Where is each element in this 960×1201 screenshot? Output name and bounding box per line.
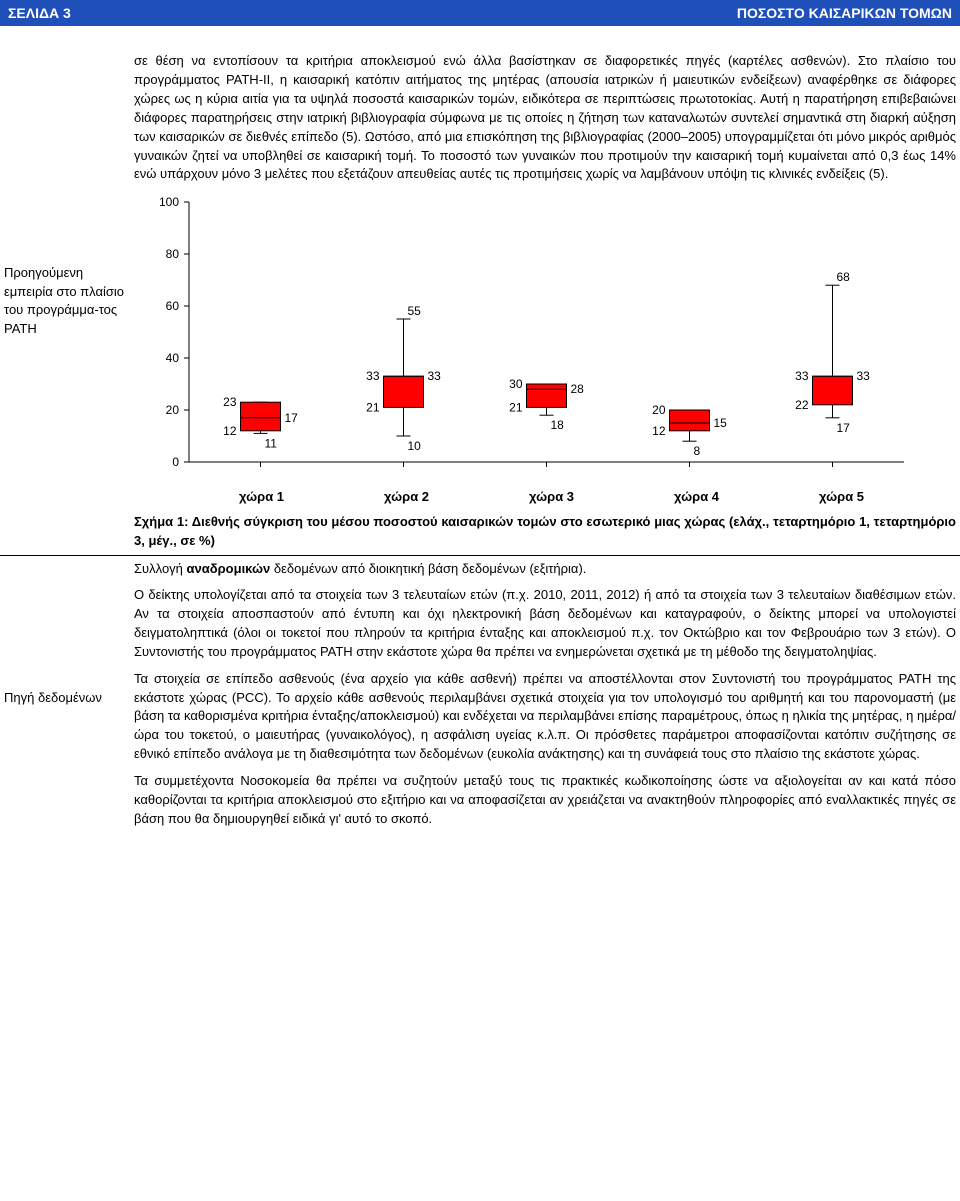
svg-text:12: 12	[223, 424, 237, 438]
svg-text:30: 30	[509, 377, 523, 391]
svg-text:21: 21	[509, 401, 523, 415]
svg-text:68: 68	[837, 270, 851, 284]
chart-category-label: χώρα 2	[334, 488, 479, 507]
p1-bold: αναδρομικών	[183, 561, 270, 576]
row2-p4: Τα συμμετέχοντα Νοσοκομεία θα πρέπει να …	[134, 772, 956, 829]
p1-lead: Συλλογή	[134, 561, 183, 576]
svg-text:33: 33	[795, 369, 809, 383]
svg-text:100: 100	[159, 195, 179, 209]
svg-text:20: 20	[652, 403, 666, 417]
chart-category-label: χώρα 5	[769, 488, 914, 507]
row2-p2: Ο δείκτης υπολογίζεται από τα στοιχεία τ…	[134, 586, 956, 661]
chart-category-label: χώρα 1	[189, 488, 334, 507]
svg-text:40: 40	[166, 351, 180, 365]
svg-text:20: 20	[166, 403, 180, 417]
svg-text:22: 22	[795, 398, 809, 412]
page-title: ΠΟΣΟΣΤΟ ΚΑΙΣΑΡΙΚΩΝ ΤΟΜΩΝ	[737, 3, 952, 23]
chart-category-label: χώρα 3	[479, 488, 624, 507]
svg-text:55: 55	[408, 304, 422, 318]
chart-x-labels: χώρα 1χώρα 2χώρα 3χώρα 4χώρα 5	[134, 488, 914, 507]
svg-text:0: 0	[172, 455, 179, 469]
boxplot-chart: 0 20 40 60 80 100 23 12 17 11 33 21 33 10 55 30 21 28 18 20…	[134, 192, 914, 482]
page-number: ΣΕΛΙΔΑ 3	[8, 3, 71, 23]
svg-text:12: 12	[652, 424, 666, 438]
svg-text:23: 23	[223, 395, 237, 409]
page-header: ΣΕΛΙΔΑ 3 ΠΟΣΟΣΤΟ ΚΑΙΣΑΡΙΚΩΝ ΤΟΜΩΝ	[0, 0, 960, 26]
svg-text:33: 33	[428, 369, 442, 383]
svg-text:11: 11	[265, 437, 278, 451]
row2-p1: Συλλογή αναδρομικών δεδομένων από διοικη…	[134, 560, 956, 579]
svg-text:17: 17	[285, 411, 299, 425]
svg-text:80: 80	[166, 247, 180, 261]
figure-1: 0 20 40 60 80 100 23 12 17 11 33 21 33 10 55 30 21 28 18 20…	[134, 192, 956, 507]
svg-text:28: 28	[571, 382, 585, 396]
row2-p3: Τα στοιχεία σε επίπεδο ασθενούς (ένα αρχ…	[134, 670, 956, 764]
svg-text:21: 21	[366, 401, 380, 415]
figure-caption: Σχήμα 1: Διεθνής σύγκριση του μέσου ποσο…	[134, 513, 956, 551]
svg-text:17: 17	[837, 421, 851, 435]
p1-rest: δεδομένων από διοικητική βάση δεδομένων …	[270, 561, 586, 576]
row1-text: σε θέση να εντοπίσουν τα κριτήρια αποκλε…	[134, 52, 956, 184]
content-table: Προηγούμενη εμπειρία στο πλαίσιο του προ…	[0, 48, 960, 840]
svg-text:15: 15	[714, 416, 728, 430]
svg-text:60: 60	[166, 299, 180, 313]
svg-text:8: 8	[694, 444, 701, 458]
svg-text:33: 33	[366, 369, 380, 383]
svg-text:33: 33	[857, 369, 871, 383]
row-label-source: Πηγή δεδομένων	[0, 555, 130, 840]
svg-text:10: 10	[408, 439, 422, 453]
row-label-path: Προηγούμενη εμπειρία στο πλαίσιο του προ…	[0, 48, 130, 555]
svg-text:18: 18	[551, 418, 565, 432]
chart-category-label: χώρα 4	[624, 488, 769, 507]
